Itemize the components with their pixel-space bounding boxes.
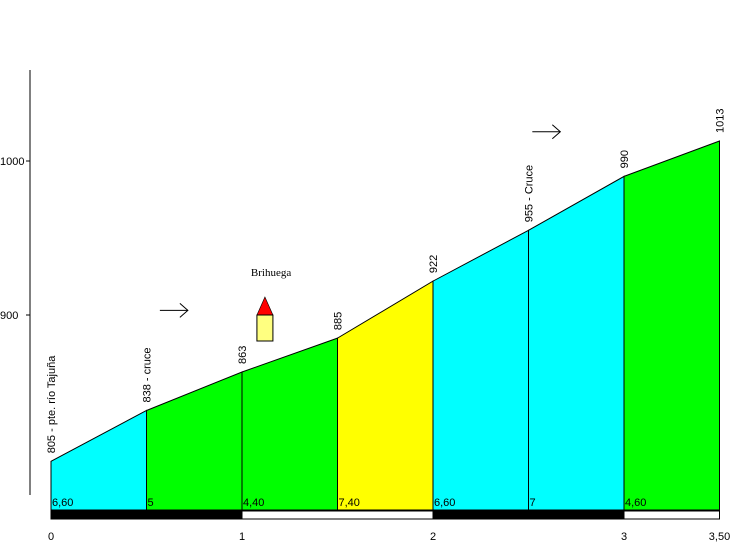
arrow-head <box>179 303 189 318</box>
elevation-segment <box>50 409 147 511</box>
elevation-label: 863 <box>237 346 249 364</box>
elevation-areas: 6,60 5 4,40 7,40 6,60 7 4,60 <box>50 140 720 511</box>
x-tick-label: 3,50 <box>709 531 730 543</box>
house-roof <box>256 296 274 316</box>
direction-arrow-icon <box>159 303 189 318</box>
gradient-label: 7 <box>530 497 536 509</box>
gradient-label: 4,60 <box>625 497 646 509</box>
direction-arrow-icon <box>532 124 562 140</box>
x-tick-label: 3 <box>621 531 627 543</box>
gradient-label: 7,40 <box>339 497 360 509</box>
elevation-segment <box>241 337 338 511</box>
elevation-label: 885 <box>333 312 345 330</box>
x-tick-label: 2 <box>430 531 436 543</box>
y-axis: 900 1000 <box>0 70 31 495</box>
elevation-label: 922 <box>428 255 440 273</box>
elevation-label: 955 - Cruce <box>524 165 536 222</box>
gradient-label: 6,60 <box>434 497 455 509</box>
scale-bar-segment <box>50 510 243 520</box>
house-body <box>256 314 274 342</box>
annotations: Brihuega <box>159 124 562 342</box>
x-tick-label: 0 <box>48 531 54 543</box>
scale-bar-segment <box>623 510 720 520</box>
elevation-labels: 805 - pte. río Tajuña 838 - cruce 863 885 92… <box>46 108 727 453</box>
elevation-segment <box>623 140 720 511</box>
x-tick-label: 1 <box>239 531 245 543</box>
scale-bar-segment <box>432 510 625 520</box>
elevation-label: 990 <box>619 150 631 168</box>
elevation-segment <box>432 229 529 511</box>
town-label: Brihuega <box>251 267 291 279</box>
elevation-label: 1013 <box>715 108 727 132</box>
scale-bar-segment <box>241 510 434 520</box>
arrow-head <box>551 124 562 140</box>
gradient-label: 6,60 <box>52 497 73 509</box>
gradient-label: 5 <box>148 497 154 509</box>
elevation-label: 838 - cruce <box>142 347 154 402</box>
distance-scale-bar: 0 1 2 3 3,50 <box>48 510 730 543</box>
elevation-segment <box>337 280 434 511</box>
elevation-label: 805 - pte. río Tajuña <box>46 355 58 454</box>
y-tick-label: 1000 <box>0 156 24 168</box>
y-tick-label: 900 <box>0 310 18 322</box>
gradient-label: 4,40 <box>243 497 264 509</box>
elevation-segment <box>528 175 625 511</box>
elevation-segment <box>146 371 243 511</box>
house-icon <box>256 296 274 342</box>
